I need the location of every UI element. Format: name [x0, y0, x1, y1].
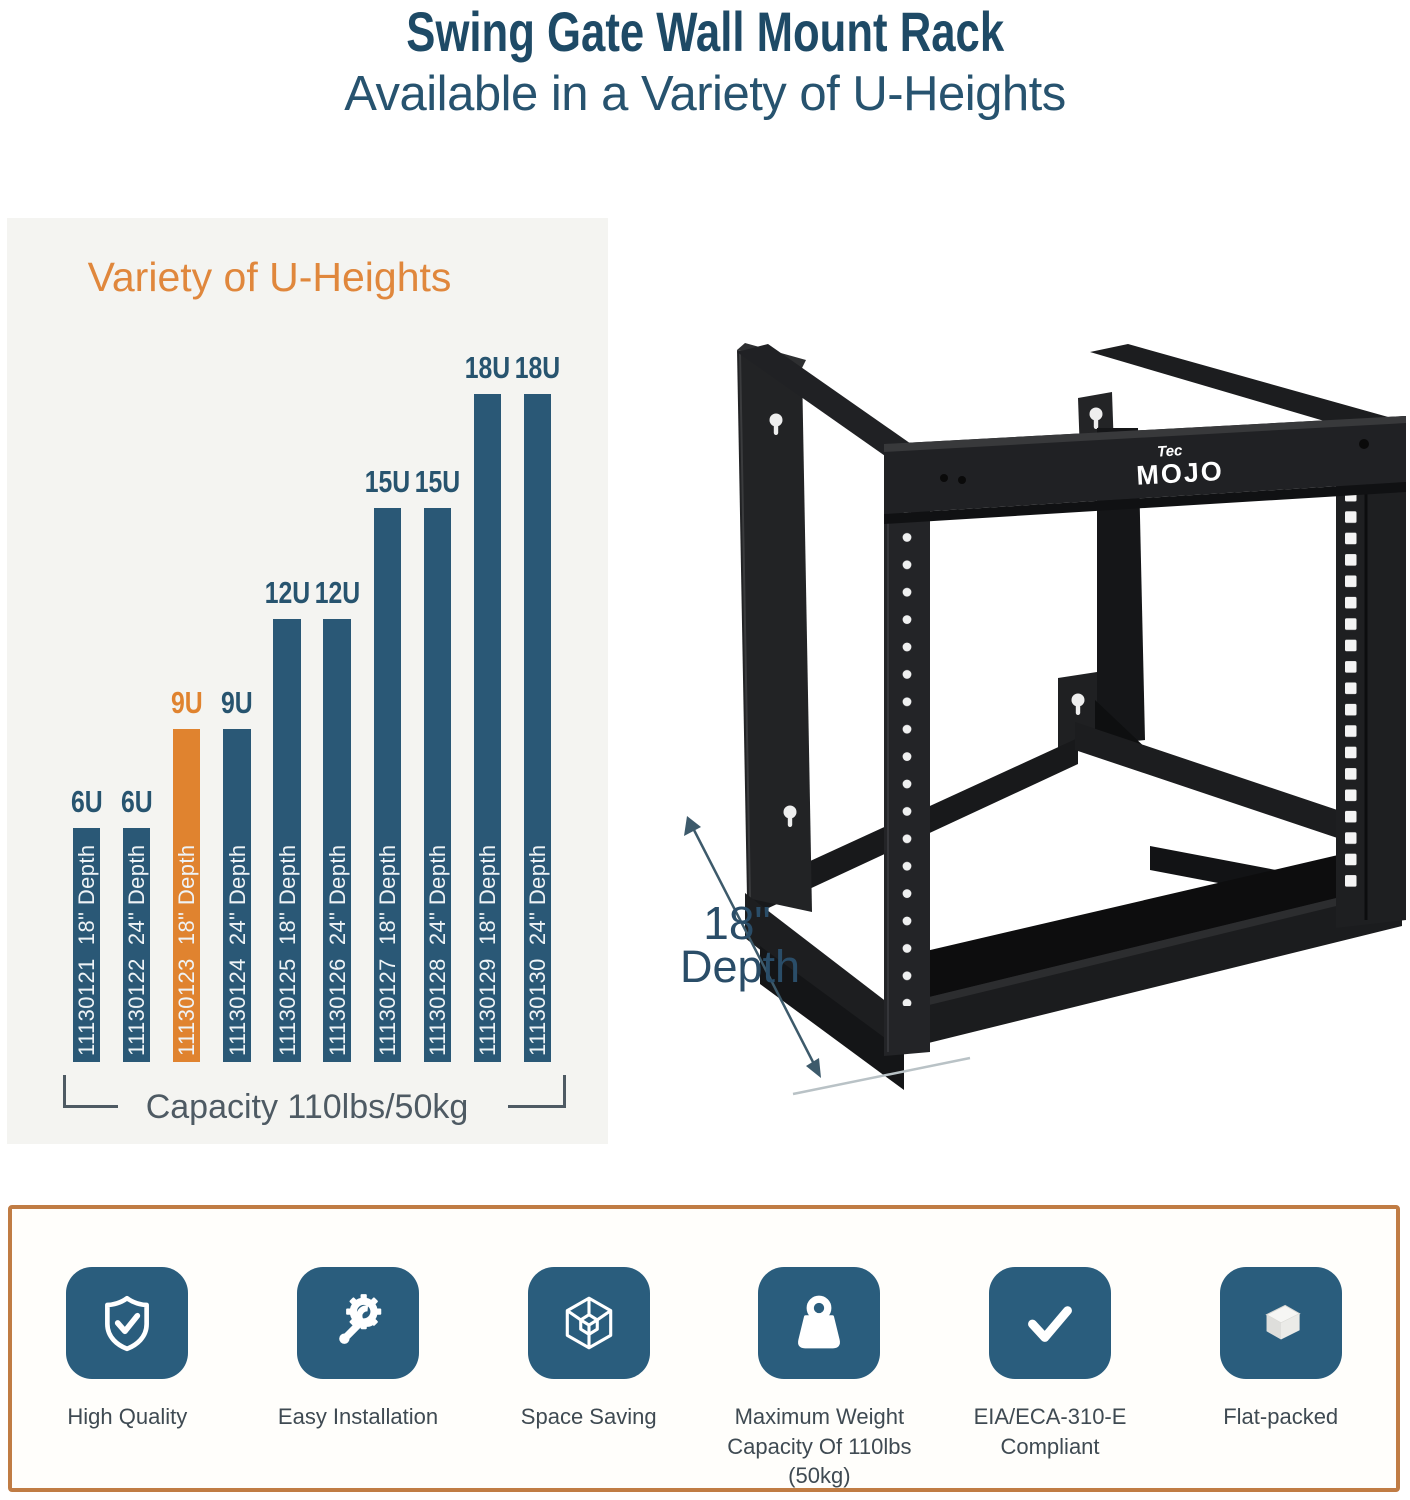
depth-dimension-arrow — [684, 816, 821, 1078]
bar-model-depth-label: 11130125 18" Depth — [274, 844, 300, 1056]
u-height-bar-11130122: 11130122 24" Depth — [122, 828, 151, 1062]
u-height-label-11130121: 6U — [70, 784, 103, 819]
capacity-bracket-right — [508, 1075, 566, 1108]
rack-product-image: Tec MOJO — [684, 343, 1406, 1096]
u-height-chart-panel: Variety of U-Heights 11130121 18" Depth 6… — [7, 218, 608, 1144]
u-height-label-11130124: 9U — [220, 685, 253, 720]
rack-front-top-beam: Tec MOJO — [884, 416, 1406, 524]
checkmark-icon — [989, 1267, 1112, 1379]
u-height-bar-11130128: 11130128 24" Depth — [423, 508, 452, 1062]
feature-flat-packed: Flat-packed — [1165, 1267, 1396, 1432]
feature-label: EIA/ECA-310-E Compliant — [973, 1404, 1127, 1459]
feature-compliant: EIA/ECA-310-E Compliant — [935, 1267, 1166, 1461]
bar-model-depth-label: 11130129 18" Depth — [475, 844, 501, 1056]
page-title: Swing Gate Wall Mount Rack — [0, 2, 1410, 62]
gear-wrench-icon — [297, 1267, 419, 1379]
flat-box-icon — [1219, 1267, 1342, 1379]
rack-front-left-rail — [884, 442, 930, 1056]
feature-label: Easy Installation — [277, 1404, 439, 1429]
feature-label: Flat-packed — [1223, 1404, 1339, 1429]
bar-model-depth-label: 11130122 24" Depth — [124, 844, 150, 1056]
feature-label: Space Saving — [520, 1404, 657, 1429]
bar-model-depth-label: 11130123 18" Depth — [174, 844, 200, 1056]
bar-model-depth-label: 11130130 24" Depth — [525, 844, 551, 1056]
feature-high-quality: High Quality — [12, 1267, 243, 1432]
bar-model-depth-label: 11130127 18" Depth — [375, 844, 400, 1056]
u-height-bar-11130125: 11130125 18" Depth — [273, 619, 301, 1062]
rack-wall-plate — [737, 343, 914, 1090]
u-height-bar-11130126: 11130126 24" Depth — [323, 619, 351, 1062]
feature-highlights-box: High Quality — [8, 1205, 1400, 1492]
u-height-bar-11130130: 11130130 24" Depth — [523, 394, 552, 1062]
brand-logo-top: Tec — [1157, 442, 1184, 460]
page-subtitle: Available in a Variety of U-Heights — [344, 67, 1066, 121]
depth-dimension-value: 18" — [703, 897, 771, 949]
bar-model-depth-label: 11130124 24" Depth — [224, 844, 250, 1056]
u-height-label-11130130: 18U — [514, 350, 561, 385]
u-height-bar-11130129: 11130129 18" Depth — [473, 394, 502, 1062]
u-height-bar-11130123: 11130123 18" Depth — [172, 729, 201, 1062]
capacity-label: Capacity 110lbs/50kg — [145, 1088, 469, 1126]
feature-label: Maximum Weight Capacity Of 110lbs (50kg) — [727, 1404, 912, 1489]
floor-line — [792, 1056, 971, 1096]
u-height-label-11130125: 12U — [264, 575, 310, 610]
feature-label: High Quality — [67, 1404, 188, 1429]
feature-max-weight: Maximum Weight Capacity Of 110lbs (50kg) — [704, 1267, 935, 1491]
u-height-label-11130127: 15U — [364, 464, 411, 499]
bar-chart: 11130121 18" Depth 6U 11130122 24" Depth 6U… — [7, 218, 608, 1144]
bar-model-depth-label: 11130128 24" Depth — [425, 844, 451, 1056]
brand-logo: Tec MOJO — [1136, 442, 1225, 491]
u-height-label-11130129: 18U — [464, 350, 511, 385]
u-height-bar-11130127: 11130127 18" Depth — [373, 508, 401, 1062]
u-height-label-11130128: 15U — [414, 464, 461, 499]
u-height-bar-11130121: 11130121 18" Depth — [72, 828, 101, 1062]
bar-model-depth-label: 11130121 18" Depth — [74, 844, 100, 1056]
u-height-label-11130126: 12U — [314, 575, 360, 610]
shield-check-icon — [66, 1267, 189, 1379]
page-title-text: Swing Gate Wall Mount Rack — [406, 0, 1004, 63]
brand-logo-main: MOJO — [1136, 456, 1225, 491]
bar-model-depth-label: 11130126 24" Depth — [324, 844, 350, 1056]
rack-front-bottom-beam — [884, 848, 1402, 1054]
feature-easy-installation: Easy Installation — [243, 1267, 474, 1432]
cube-wireframe-icon — [527, 1267, 650, 1379]
rack-front-right-rail — [1336, 416, 1406, 928]
capacity-bracket-left — [63, 1075, 118, 1108]
u-height-label-11130123: 9U — [170, 685, 203, 720]
weight-icon — [758, 1267, 881, 1379]
feature-space-saving: Space Saving — [473, 1267, 704, 1432]
u-height-bar-11130124: 11130124 24" Depth — [223, 729, 251, 1062]
u-height-label-11130122: 6U — [120, 784, 153, 819]
depth-dimension-word: Depth — [679, 941, 801, 992]
chart-title: Variety of U-Heights — [87, 254, 452, 300]
